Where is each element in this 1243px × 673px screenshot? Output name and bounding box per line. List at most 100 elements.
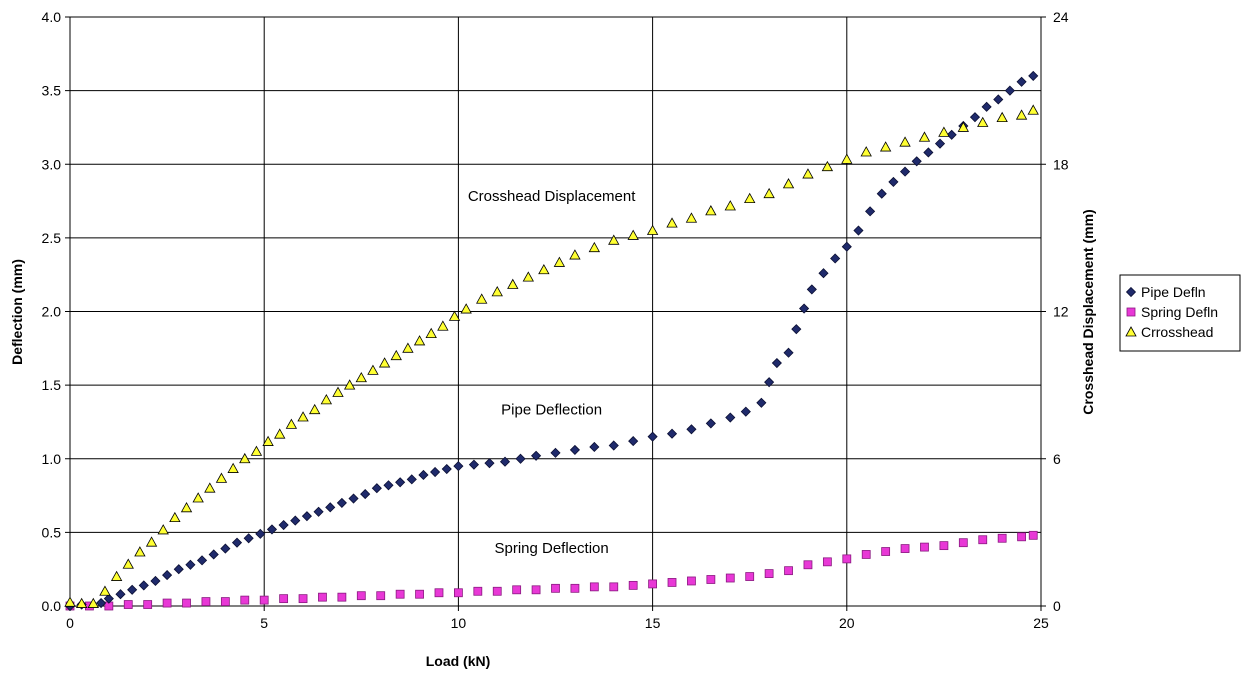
- data-point-diamond: [96, 597, 107, 609]
- data-point-diamond: [103, 593, 114, 604]
- data-point-diamond: [266, 524, 278, 535]
- data-point-square: [220, 597, 230, 606]
- data-point-square: [745, 572, 755, 581]
- data-point-triangle: [522, 271, 534, 282]
- data-point-triangle: [332, 386, 344, 397]
- data-point-diamond: [150, 575, 161, 587]
- y-axis-ticks: 0.0 0.5 1.0 1.5 2.0 2.5 3.0 3.5 4.0: [42, 9, 70, 614]
- data-point-triangle: [460, 303, 472, 314]
- series-square: [65, 530, 1038, 611]
- data-point-square: [453, 588, 463, 598]
- data-point-square: [764, 569, 774, 579]
- data-point-triangle: [448, 310, 461, 321]
- data-point-triangle: [64, 596, 76, 607]
- data-point-square: [667, 578, 677, 587]
- data-point-diamond: [791, 324, 802, 335]
- data-point-triangle: [99, 585, 111, 596]
- legend-box: [1119, 274, 1241, 352]
- data-point-diamond: [499, 456, 511, 467]
- data-point-diamond: [853, 225, 864, 236]
- data-point-triangle: [899, 136, 911, 147]
- data-point-diamond: [325, 502, 336, 513]
- data-point-triangle: [608, 234, 620, 245]
- data-point-diamond: [647, 431, 658, 442]
- data-point-triangle: [841, 153, 853, 164]
- data-point-diamond: [876, 188, 887, 199]
- data-point-square: [803, 560, 813, 570]
- data-point-square: [279, 594, 289, 604]
- legend-label: Pipe Defln: [1141, 284, 1206, 300]
- data-point-diamond: [453, 461, 464, 472]
- data-point-diamond: [783, 347, 794, 358]
- data-point-diamond: [666, 428, 678, 439]
- y-tick-label: 4.0: [42, 9, 62, 25]
- data-point-triangle: [918, 131, 931, 142]
- data-point-triangle: [110, 570, 123, 581]
- data-point-triangle: [744, 192, 756, 204]
- y2-tick-label: 12: [1053, 304, 1069, 320]
- y2-tick-label: 0: [1053, 598, 1061, 614]
- data-point-triangle: [860, 146, 872, 157]
- data-point-diamond: [138, 580, 149, 591]
- data-point-diamond: [220, 543, 231, 554]
- data-point-diamond: [173, 564, 184, 575]
- data-point-diamond: [756, 397, 767, 408]
- data-point-triangle: [782, 178, 795, 189]
- data-point-square: [861, 550, 871, 559]
- data-point-square: [415, 589, 424, 599]
- data-point-triangle: [569, 249, 581, 260]
- data-point-diamond: [946, 129, 957, 140]
- data-point-diamond: [515, 453, 526, 464]
- annotation-crosshead: Crosshead Displacement: [468, 188, 636, 205]
- data-point-triangle: [646, 224, 659, 235]
- data-point-diamond: [705, 418, 716, 429]
- legend-marker-triangle: [1125, 326, 1137, 337]
- x-tick-label: 10: [451, 615, 467, 631]
- data-point-square: [512, 585, 522, 595]
- data-point-diamond: [725, 412, 736, 423]
- data-point-triangle: [274, 428, 286, 439]
- data-point-triangle: [685, 212, 698, 223]
- data-point-square: [648, 579, 657, 589]
- data-point-triangle: [239, 452, 251, 464]
- data-point-diamond: [418, 469, 429, 481]
- data-point-diamond: [406, 474, 417, 485]
- data-point-diamond: [686, 424, 697, 435]
- data-point-square: [1028, 530, 1038, 540]
- data-point-diamond: [841, 241, 852, 252]
- data-point-triangle: [705, 205, 717, 216]
- data-point-triangle: [309, 403, 321, 415]
- data-point-triangle: [821, 160, 834, 172]
- data-point-square: [356, 591, 366, 601]
- y2-tick-label: 6: [1053, 451, 1061, 467]
- data-point-triangle: [75, 597, 88, 608]
- data-point-diamond: [115, 589, 126, 600]
- data-point-triangle: [1027, 104, 1039, 115]
- data-point-triangle: [180, 502, 193, 513]
- data-point-triangle: [215, 472, 228, 483]
- data-point-diamond: [1028, 70, 1039, 81]
- data-point-square: [395, 589, 405, 599]
- data-point-diamond: [430, 466, 441, 478]
- y2-tick-label: 24: [1053, 9, 1069, 25]
- data-point-square: [298, 594, 308, 604]
- data-point-diamond: [290, 515, 301, 526]
- x-axis-ticks: 0 5 10 15 20 25: [66, 606, 1049, 631]
- data-point-diamond: [806, 284, 817, 295]
- data-point-triangle: [87, 597, 99, 608]
- data-point-square: [706, 575, 716, 584]
- data-point-diamond: [484, 458, 495, 469]
- data-point-triangle: [425, 327, 437, 338]
- data-point-triangle: [355, 371, 367, 383]
- data-point-triangle: [378, 357, 391, 368]
- data-point-square: [434, 588, 444, 598]
- data-point-triangle: [977, 116, 989, 127]
- data-point-triangle: [588, 241, 601, 253]
- x-tick-label: 5: [260, 615, 268, 631]
- data-point-square: [123, 600, 133, 609]
- data-point-diamond: [313, 506, 324, 517]
- data-point-diamond: [923, 147, 934, 158]
- data-point-triangle: [390, 349, 402, 361]
- data-point-triangle: [262, 435, 274, 446]
